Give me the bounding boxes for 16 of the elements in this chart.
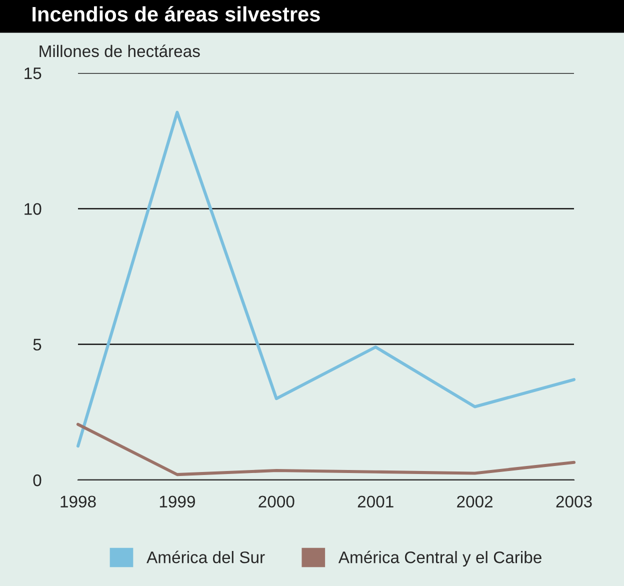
x-tick-label: 2002 xyxy=(457,496,493,508)
x-tick-label: 2003 xyxy=(556,496,592,508)
y-axis-title: Millones de hectáreas xyxy=(40,44,200,58)
chart-title: Incendios de áreas silvestres xyxy=(32,6,320,22)
y-tick-label: 5 xyxy=(33,338,42,351)
y-tick-label: 15 xyxy=(24,68,42,80)
y-tick-label: 10 xyxy=(24,203,42,215)
x-tick-label: 1998 xyxy=(60,496,96,508)
x-tick-label: 2001 xyxy=(358,496,394,508)
y-tick-label: 0 xyxy=(33,474,42,486)
x-tick-label: 1999 xyxy=(160,496,195,508)
line-series xyxy=(76,110,576,448)
legend-label: América del Sur xyxy=(146,550,265,564)
x-tick-label: 2000 xyxy=(258,496,294,508)
legend-label: América Central y el Caribe xyxy=(338,550,542,567)
line-series xyxy=(76,422,576,476)
